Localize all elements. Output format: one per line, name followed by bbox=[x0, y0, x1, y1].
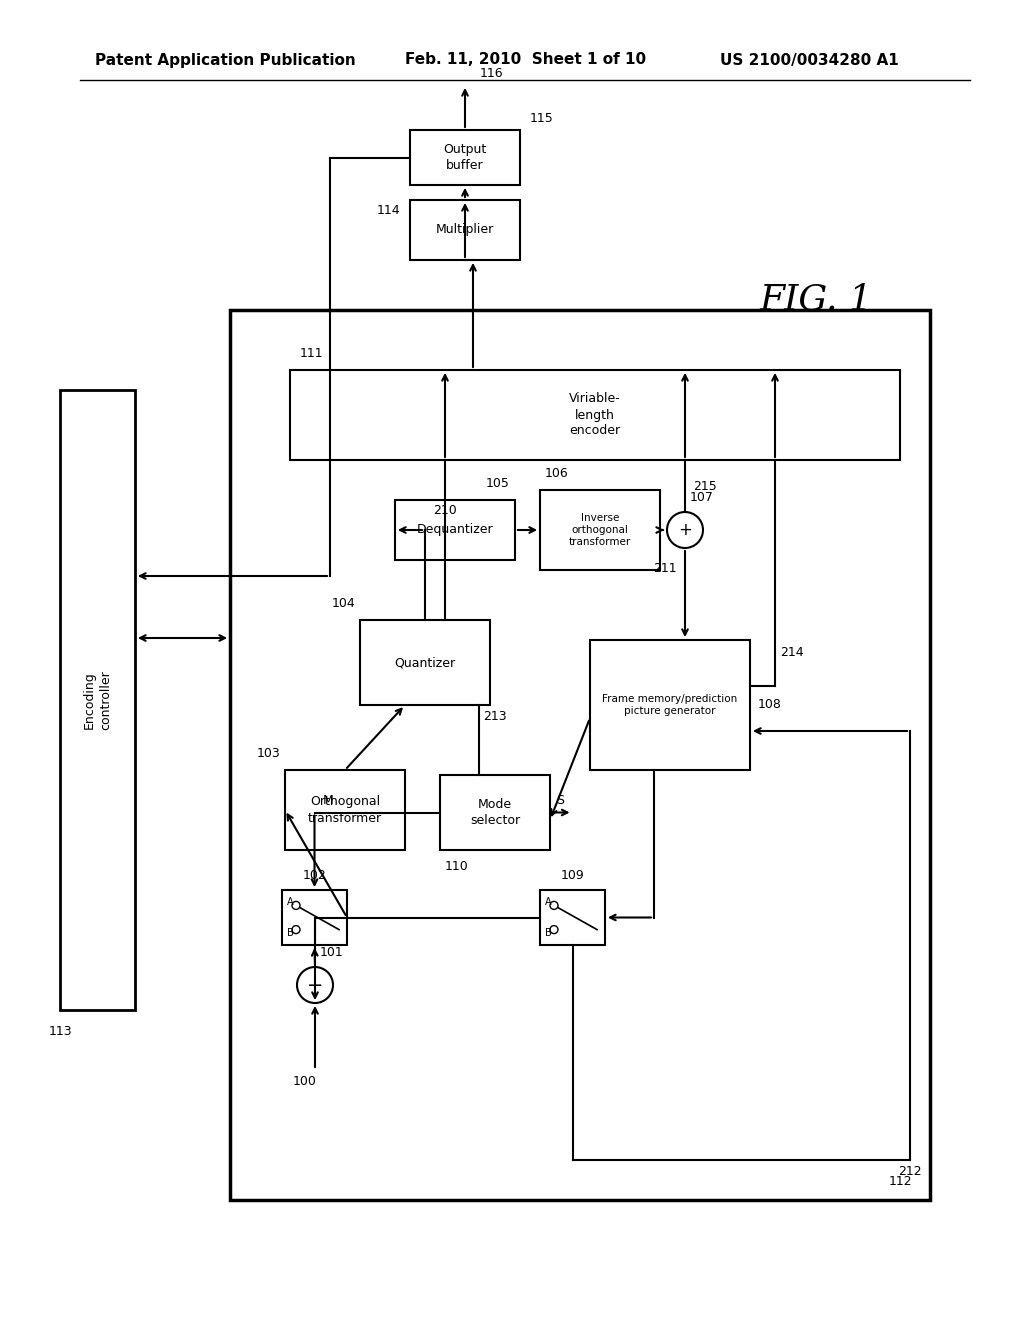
Text: Orthogonal
transformer: Orthogonal transformer bbox=[308, 796, 382, 825]
Text: 215: 215 bbox=[693, 480, 717, 494]
Text: Inverse
orthogonal
transformer: Inverse orthogonal transformer bbox=[569, 512, 631, 548]
Text: 102: 102 bbox=[303, 869, 327, 882]
Bar bbox=[540, 490, 660, 570]
Bar bbox=[282, 890, 347, 945]
Text: A: A bbox=[287, 898, 294, 907]
Text: 111: 111 bbox=[300, 347, 324, 360]
Text: 103: 103 bbox=[256, 747, 280, 760]
Text: 105: 105 bbox=[486, 477, 510, 490]
Bar bbox=[60, 389, 135, 1010]
Bar bbox=[360, 620, 490, 705]
Bar bbox=[285, 770, 406, 850]
Text: A: A bbox=[545, 898, 552, 907]
Text: 116: 116 bbox=[480, 67, 504, 81]
Text: 113: 113 bbox=[48, 1026, 72, 1038]
Bar bbox=[290, 370, 900, 459]
Text: US 2100/0034280 A1: US 2100/0034280 A1 bbox=[720, 53, 899, 67]
Text: 106: 106 bbox=[545, 467, 568, 480]
Text: −: − bbox=[307, 975, 324, 994]
Text: 214: 214 bbox=[780, 647, 804, 660]
Text: 114: 114 bbox=[377, 203, 400, 216]
Text: Viriable-
length
encoder: Viriable- length encoder bbox=[569, 392, 621, 437]
Text: M: M bbox=[323, 795, 333, 808]
Text: 100: 100 bbox=[293, 1074, 317, 1088]
Circle shape bbox=[550, 902, 558, 909]
Text: 212: 212 bbox=[898, 1166, 922, 1177]
Bar bbox=[440, 775, 550, 850]
Text: 211: 211 bbox=[653, 561, 677, 574]
Circle shape bbox=[292, 902, 300, 909]
Text: 101: 101 bbox=[319, 946, 344, 960]
Circle shape bbox=[667, 512, 703, 548]
Text: 210: 210 bbox=[433, 503, 457, 516]
Text: FIG. 1: FIG. 1 bbox=[760, 282, 873, 317]
Text: Mode
selector: Mode selector bbox=[470, 799, 520, 828]
Circle shape bbox=[292, 925, 300, 933]
Bar bbox=[590, 640, 750, 770]
Circle shape bbox=[550, 925, 558, 933]
Text: 108: 108 bbox=[758, 698, 782, 711]
Text: Quantizer: Quantizer bbox=[394, 656, 456, 669]
Text: Output
buffer: Output buffer bbox=[443, 143, 486, 172]
Text: B: B bbox=[287, 928, 294, 939]
Bar bbox=[410, 201, 520, 260]
Text: Frame memory/prediction
picture generator: Frame memory/prediction picture generato… bbox=[602, 694, 737, 717]
Bar bbox=[540, 890, 605, 945]
Text: Feb. 11, 2010  Sheet 1 of 10: Feb. 11, 2010 Sheet 1 of 10 bbox=[406, 53, 646, 67]
Text: 104: 104 bbox=[331, 597, 355, 610]
Text: Encoding
controller: Encoding controller bbox=[83, 671, 112, 730]
Text: Dequantizer: Dequantizer bbox=[417, 524, 494, 536]
Text: 213: 213 bbox=[483, 710, 507, 723]
Text: 107: 107 bbox=[690, 491, 714, 504]
Bar bbox=[410, 129, 520, 185]
Text: 112: 112 bbox=[889, 1175, 912, 1188]
Circle shape bbox=[297, 968, 333, 1003]
Bar bbox=[230, 310, 930, 1200]
Text: S: S bbox=[556, 795, 564, 808]
Text: B: B bbox=[545, 928, 552, 939]
Text: 110: 110 bbox=[445, 861, 469, 873]
Bar bbox=[395, 500, 515, 560]
Text: 115: 115 bbox=[530, 112, 554, 125]
Text: +: + bbox=[678, 521, 692, 539]
Text: 109: 109 bbox=[560, 869, 585, 882]
Text: Multiplier: Multiplier bbox=[436, 223, 495, 236]
Text: Patent Application Publication: Patent Application Publication bbox=[95, 53, 355, 67]
